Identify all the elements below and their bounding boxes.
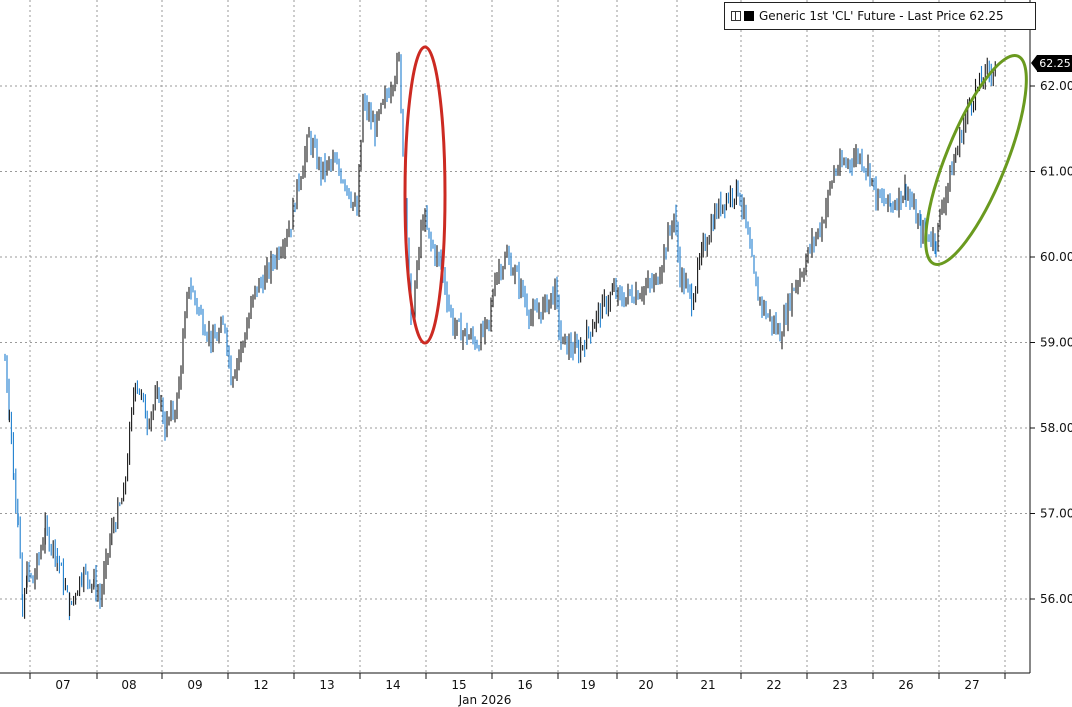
y-axis-ticks: 56.00 57.00 58.00 59.00 60.00 61.00 62.00 (1030, 79, 1072, 606)
y-tick-label: 59.00 (1040, 336, 1072, 350)
x-tick-label: 20 (638, 678, 653, 692)
x-tick-label: 27 (964, 678, 979, 692)
x-tick-label: 13 (319, 678, 334, 692)
y-tick-label: 58.00 (1040, 421, 1072, 435)
x-tick-label: 15 (451, 678, 466, 692)
last-price-tag: 62.25 (1031, 55, 1072, 72)
x-tick-label: 09 (187, 678, 202, 692)
green-ellipse-annotation (924, 54, 1028, 266)
candlestick-icon (731, 11, 741, 21)
x-tick-label: 22 (766, 678, 781, 692)
y-tick-label: 61.00 (1040, 165, 1072, 179)
x-tick-label: 14 (385, 678, 400, 692)
x-axis-ticks: 07 08 09 12 13 14 15 16 19 20 21 22 23 26 27 (29, 673, 1006, 692)
x-tick-label: 21 (700, 678, 715, 692)
x-tick-label: 16 (517, 678, 532, 692)
grid-layer (0, 0, 1030, 673)
x-tick-label: 07 (55, 678, 70, 692)
legend: Generic 1st 'CL' Future - Last Price 62.… (724, 2, 1036, 30)
x-tick-label: 23 (832, 678, 847, 692)
annotations (403, 45, 1028, 345)
legend-label: Generic 1st 'CL' Future - Last Price 62.… (759, 9, 1004, 23)
x-tick-label: 26 (898, 678, 913, 692)
x-axis-sublabel: Jan 2026 (458, 693, 512, 707)
x-tick-label: 08 (121, 678, 136, 692)
series-swatch (744, 11, 754, 21)
y-tick-label: 56.00 (1040, 592, 1072, 606)
price-bars (4, 51, 996, 621)
y-tick-label: 62.00 (1040, 79, 1072, 93)
y-tick-label: 57.00 (1040, 507, 1072, 521)
y-tick-label: 60.00 (1040, 250, 1072, 264)
x-tick-label: 12 (253, 678, 268, 692)
red-ellipse-annotation (403, 45, 447, 345)
x-tick-label: 19 (580, 678, 595, 692)
